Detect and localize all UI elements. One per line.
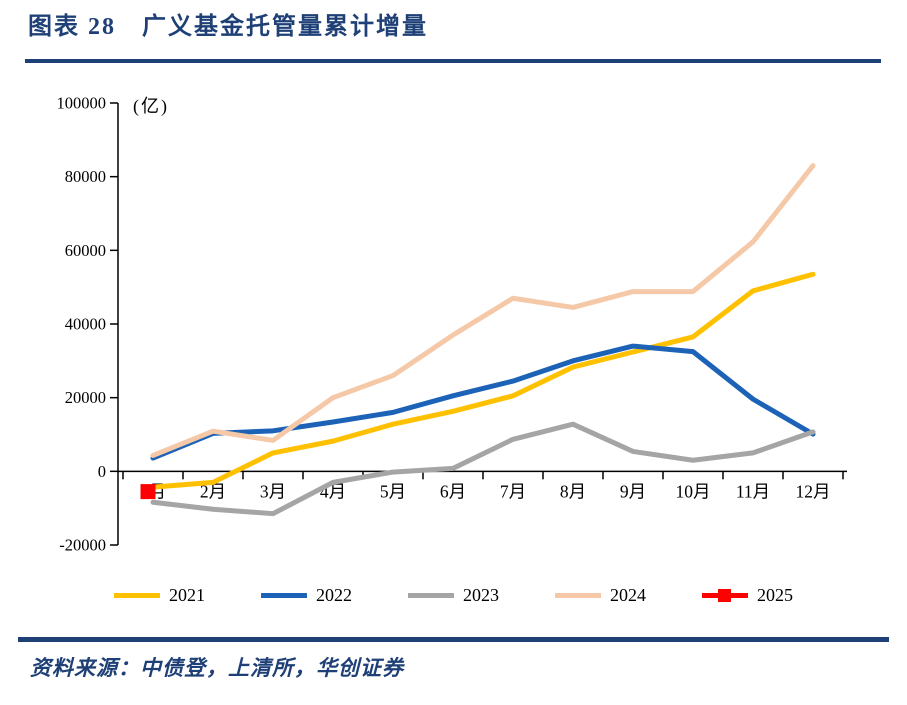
legend-swatch-2021: [114, 593, 160, 598]
y-tick-label: 20000: [65, 388, 106, 407]
source-note: 资料来源：中债登，上清所，华创证券: [30, 656, 404, 680]
legend-item-2023: 2023: [408, 585, 499, 606]
legend-label: 2025: [757, 585, 793, 605]
y-tick-label: 60000: [65, 241, 106, 260]
series-line-2023: [150, 421, 816, 517]
y-tick-label: 100000: [57, 94, 107, 113]
x-category-label: 11月: [736, 481, 770, 501]
series-line-2021: [150, 271, 816, 490]
legend-item-2022: 2022: [261, 585, 352, 606]
legend-item-2024: 2024: [555, 585, 646, 606]
y-tick-label: -20000: [59, 536, 106, 555]
x-category-label: 8月: [560, 481, 586, 501]
legend: 2021 2022 2023 2024 2025: [0, 585, 907, 606]
legend-item-2025: 2025: [702, 585, 793, 606]
legend-item-2021: 2021: [114, 585, 205, 606]
x-category-label: 9月: [620, 481, 646, 501]
legend-label: 2024: [610, 585, 646, 605]
series-marker-2025: [140, 484, 156, 500]
series-line-2024: [150, 163, 816, 458]
x-category-label: 3月: [260, 481, 286, 501]
x-category-label: 7月: [500, 481, 526, 501]
legend-marker-square: [718, 589, 731, 602]
x-category-label: 10月: [676, 481, 711, 501]
top-divider: [25, 59, 881, 63]
legend-swatch-2022: [261, 593, 307, 598]
x-category-label: 6月: [440, 481, 466, 501]
y-tick-label: 0: [98, 462, 106, 481]
unit-label: (亿): [133, 96, 169, 116]
bottom-divider: [18, 637, 889, 642]
y-tick-label: 40000: [65, 315, 106, 334]
figure-title: 图表 28 广义基金托管量累计增量: [28, 14, 428, 40]
legend-label: 2023: [463, 585, 499, 605]
series-line-2022: [150, 343, 816, 461]
y-tick-label: 80000: [65, 167, 106, 186]
x-category-label: 2月: [200, 481, 226, 501]
legend-swatch-2025: [702, 589, 748, 602]
legend-swatch-2024: [555, 593, 601, 598]
legend-swatch-2023: [408, 593, 454, 598]
line-chart-svg: -200000200004000060000800001000001月2月3月4…: [57, 94, 847, 555]
legend-label: 2022: [316, 585, 352, 605]
x-category-label: 12月: [796, 481, 831, 501]
x-category-label: 5月: [380, 481, 406, 501]
legend-label: 2021: [169, 585, 205, 605]
